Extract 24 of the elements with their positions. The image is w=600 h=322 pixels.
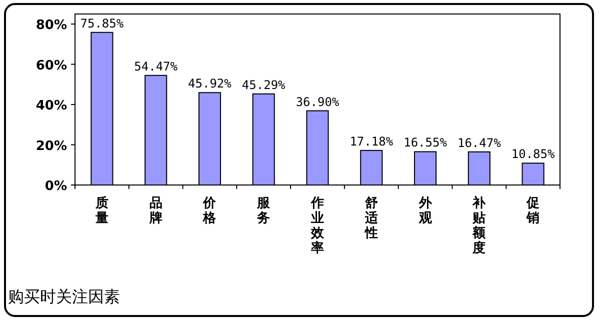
data-label: 36.90% (296, 94, 340, 109)
data-label: 17.18% (350, 134, 394, 148)
data-label: 16.47% (457, 136, 502, 150)
x-tick-label: 质量 (94, 195, 108, 225)
y-tick-label: 0% (44, 179, 67, 194)
data-label: 45.92% (188, 76, 232, 91)
y-tick-label: 40% (36, 98, 67, 114)
data-label: 16.55% (404, 136, 448, 150)
x-tick-label: 补贴额度 (472, 195, 487, 255)
data-label: 75.85% (80, 16, 124, 30)
x-tick-label: 舒适性 (364, 195, 379, 240)
x-tick-label: 品牌 (148, 195, 162, 225)
x-tick-label: 服务 (256, 195, 272, 225)
x-tick-label: 价格 (202, 195, 218, 225)
y-tick-label: 60% (36, 58, 67, 74)
data-label: 10.85% (511, 147, 556, 162)
x-tick-label: 促销 (526, 195, 540, 225)
y-tick-label: 80% (36, 18, 67, 34)
data-label: 45.29% (242, 78, 286, 92)
data-label: 54.47% (134, 59, 178, 74)
x-tick-label: 作业效率 (310, 195, 325, 255)
text: 购买时关注因素 (8, 288, 120, 306)
x-tick-label: 外观 (418, 195, 433, 225)
y-tick-label: 20% (36, 138, 67, 154)
